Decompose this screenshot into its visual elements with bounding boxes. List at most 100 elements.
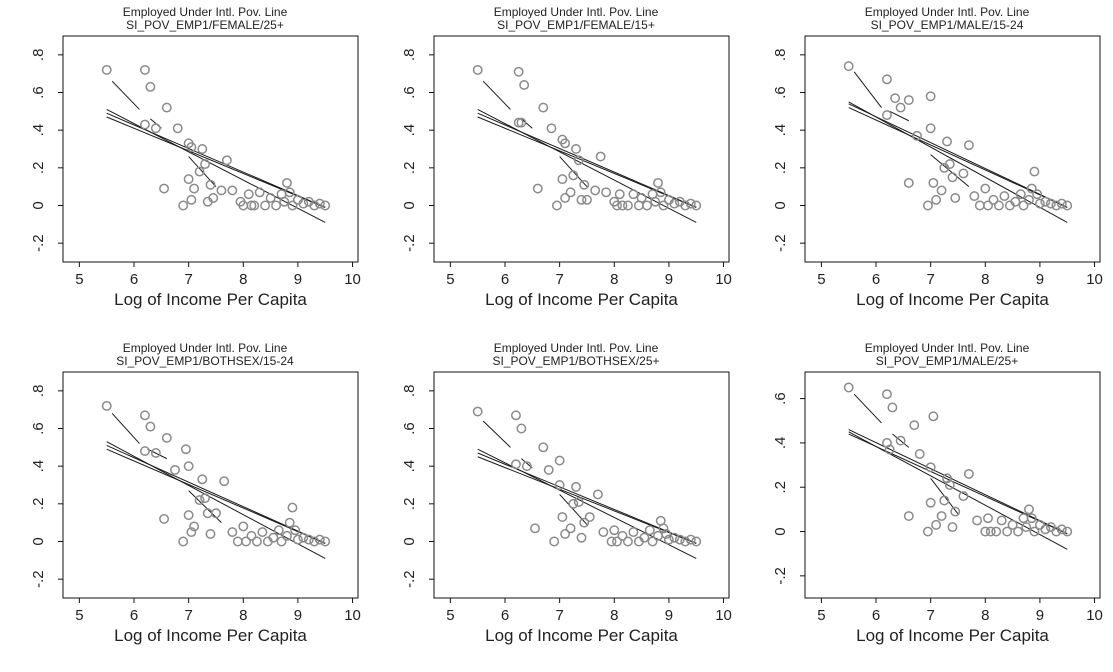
- data-point: [1029, 526, 1040, 537]
- y-tick-label: .8: [772, 49, 789, 62]
- data-point: [890, 93, 901, 104]
- data-point: [942, 136, 952, 147]
- x-tick-label: 5: [75, 607, 83, 624]
- chart-title: Employed Under Intl. Pov. Line: [493, 341, 659, 355]
- data-point: [1032, 189, 1043, 200]
- data-point: [178, 200, 189, 211]
- data-point: [557, 174, 568, 185]
- data-point: [636, 193, 647, 203]
- y-tick-label: -.2: [772, 234, 789, 252]
- data-point: [925, 462, 936, 473]
- data-point: [551, 200, 562, 211]
- fit-line: [477, 116, 697, 208]
- data-point: [592, 489, 603, 500]
- x-tick-label: 8: [610, 607, 618, 624]
- chart-svg: 5 6 7 8 9 10 -.2 0 .2 .4 .6 .8 Log of Income Per Cap…: [772, 35, 1103, 309]
- y-tick-label: .8: [30, 49, 47, 62]
- data-point: [991, 526, 1002, 537]
- data-point: [573, 497, 584, 507]
- chart-subtitle: SI_POV_EMP1/MALE/15-24: [870, 18, 1024, 32]
- data-point: [530, 523, 541, 534]
- data-point: [925, 91, 936, 102]
- chart-title: Employed Under Intl. Pov. Line: [864, 5, 1030, 19]
- data-point: [1051, 526, 1062, 537]
- data-point: [674, 534, 685, 545]
- data-point: [202, 508, 213, 519]
- data-point: [554, 480, 565, 490]
- x-axis-title: Log of Income Per Capita: [114, 626, 307, 645]
- data-point: [843, 382, 854, 393]
- data-point: [284, 517, 295, 528]
- data-point: [287, 502, 298, 513]
- data-point: [516, 117, 527, 128]
- x-tick-label: 7: [184, 271, 192, 288]
- x-tick-label: 6: [872, 271, 880, 288]
- data-point: [150, 123, 161, 134]
- data-point: [928, 411, 939, 422]
- data-point: [612, 536, 622, 547]
- y-tick-label: .8: [401, 385, 418, 398]
- x-tick-label: 7: [555, 607, 563, 624]
- data-point: [565, 523, 576, 534]
- data-point: [568, 498, 579, 509]
- y-tick-label: .4: [30, 460, 47, 473]
- data-point: [568, 170, 579, 181]
- fit-line: [930, 154, 970, 188]
- data-point: [931, 519, 942, 530]
- data-point: [622, 200, 633, 211]
- data-point: [573, 155, 584, 166]
- data-point: [642, 200, 653, 211]
- data-point: [560, 138, 571, 149]
- data-point: [887, 402, 898, 413]
- fit-line: [848, 103, 1068, 208]
- data-point: [691, 536, 702, 547]
- x-tick-label: 5: [446, 271, 454, 288]
- data-point: [1051, 200, 1062, 211]
- data-point: [655, 187, 666, 198]
- data-point: [183, 510, 194, 521]
- data-point: [972, 515, 983, 526]
- y-tick-label: -.2: [772, 567, 789, 585]
- y-tick-label: .4: [772, 437, 789, 450]
- data-point: [268, 532, 279, 543]
- data-point: [881, 110, 892, 121]
- data-point: [650, 196, 661, 207]
- data-point: [251, 536, 262, 547]
- data-point: [669, 198, 680, 209]
- data-point: [936, 511, 947, 521]
- data-point: [963, 468, 974, 479]
- fit-line: [106, 109, 326, 223]
- y-tick-label: .6: [30, 86, 47, 99]
- data-point: [1026, 513, 1037, 524]
- data-point: [189, 521, 200, 532]
- x-tick-label: 5: [817, 271, 825, 288]
- data-point: [139, 410, 150, 421]
- plot-frame: [433, 35, 730, 263]
- data-point: [246, 530, 257, 541]
- data-point: [939, 495, 950, 506]
- data-point: [931, 194, 942, 205]
- fit-line: [188, 156, 217, 188]
- data-point: [159, 183, 170, 194]
- data-point: [944, 480, 955, 490]
- y-tick-label: .2: [401, 498, 418, 511]
- fit-line: [853, 393, 882, 424]
- chart-subtitle: SI_POV_EMP1/BOTHSEX/25+: [492, 354, 660, 368]
- data-point: [510, 410, 521, 421]
- y-tick-label: .6: [401, 422, 418, 435]
- data-point: [208, 193, 219, 203]
- data-point: [521, 461, 532, 472]
- data-point: [590, 185, 601, 196]
- data-point: [895, 435, 906, 446]
- data-point: [538, 102, 549, 113]
- chart-svg: 5 6 7 8 9 10 -.2 0 .2 .4 .6 Log of Income Per Capit…: [772, 371, 1103, 645]
- chart-panel: Employed Under Intl. Pov. Line SI_POV_EMP…: [0, 336, 371, 672]
- data-point: [958, 491, 969, 502]
- data-point: [227, 527, 238, 538]
- data-point: [290, 525, 301, 536]
- data-point: [221, 155, 232, 166]
- y-tick-label: -.2: [30, 234, 47, 252]
- chart-subtitle: SI_POV_EMP1/BOTHSEX/15-24: [116, 354, 294, 368]
- y-tick-label: 0: [30, 537, 47, 545]
- data-point: [653, 177, 663, 188]
